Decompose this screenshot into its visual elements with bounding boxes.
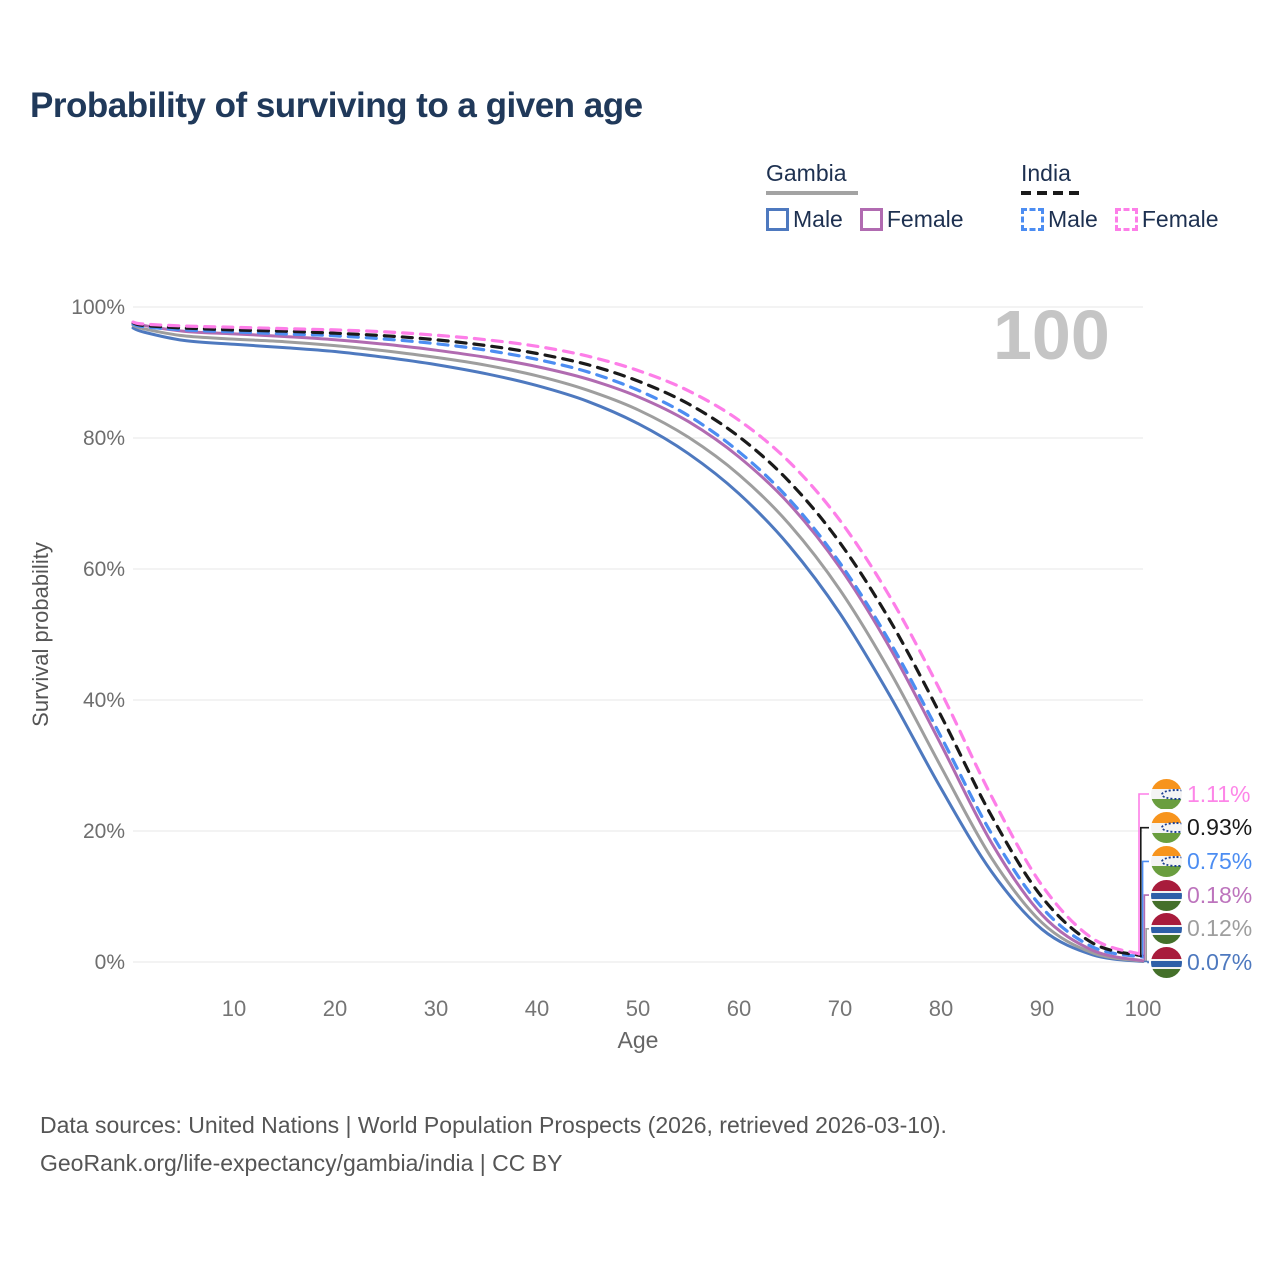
india-line-style-swatch	[1021, 191, 1079, 195]
legend-item-gambia-male[interactable]: Male	[766, 206, 843, 233]
y-tick-label: 40%	[83, 689, 125, 712]
x-tick-label: 90	[1030, 996, 1054, 1021]
x-tick-label: 80	[929, 996, 953, 1021]
legend-item-label: Male	[1048, 206, 1098, 232]
gambia-male-swatch-icon	[766, 208, 789, 231]
hovered-age-watermark: 100	[993, 296, 1110, 374]
x-tick-label: 60	[727, 996, 751, 1021]
legend-group-gambia: Gambia Male Female	[766, 160, 964, 233]
india-male-swatch-icon	[1021, 208, 1044, 231]
series-line-india-male[interactable]	[131, 322, 1145, 959]
footer: Data sources: United Nations | World Pop…	[40, 1106, 947, 1182]
end-label-connector	[1144, 960, 1149, 964]
legend-item-label: Male	[793, 206, 843, 232]
x-tick-label: 100	[1125, 996, 1162, 1021]
legend-country-label: Gambia	[766, 160, 847, 186]
legend: Gambia Male Female India Male Female	[0, 160, 1280, 250]
series-line-india[interactable]	[131, 321, 1145, 958]
y-tick-label: 60%	[83, 558, 125, 581]
gambia-female-swatch-icon	[859, 208, 883, 231]
legend-group-india: India Male Female	[1021, 160, 1219, 233]
x-axis-title: Age	[618, 1027, 659, 1053]
attribution-link-text[interactable]: GeoRank.org/life-expectancy/gambia/india…	[40, 1150, 563, 1176]
legend-item-label: Female	[886, 206, 964, 232]
legend-country-label: India	[1021, 160, 1071, 186]
legend-item-label: Female	[1141, 206, 1219, 232]
india-female-swatch-icon	[1114, 208, 1138, 231]
series-line-gambia-male[interactable]	[131, 326, 1145, 963]
page-title: Probability of surviving to a given age	[30, 86, 643, 125]
legend-item-gambia-female[interactable]: Female	[859, 206, 964, 233]
legend-item-india-female[interactable]: Female	[1114, 206, 1219, 233]
end-label-connector	[1141, 860, 1149, 958]
y-tick-label: 80%	[83, 427, 125, 450]
y-tick-label: 20%	[83, 820, 125, 843]
series-line-gambia-female[interactable]	[131, 321, 1145, 963]
x-tick-label: 20	[323, 996, 347, 1021]
y-axis-title: Survival probability	[28, 542, 53, 727]
y-tick-label: 100%	[71, 296, 125, 319]
gambia-line-style-swatch	[766, 191, 858, 195]
x-tick-label: 50	[626, 996, 650, 1021]
data-sources-text: Data sources: United Nations | World Pop…	[40, 1112, 947, 1138]
x-tick-label: 40	[525, 996, 549, 1021]
series-line-gambia[interactable]	[131, 323, 1145, 963]
legend-item-india-male[interactable]: Male	[1021, 206, 1098, 233]
x-tick-label: 70	[828, 996, 852, 1021]
x-tick-label: 30	[424, 996, 448, 1021]
x-tick-label: 10	[222, 996, 246, 1021]
y-tick-label: 0%	[95, 951, 125, 974]
